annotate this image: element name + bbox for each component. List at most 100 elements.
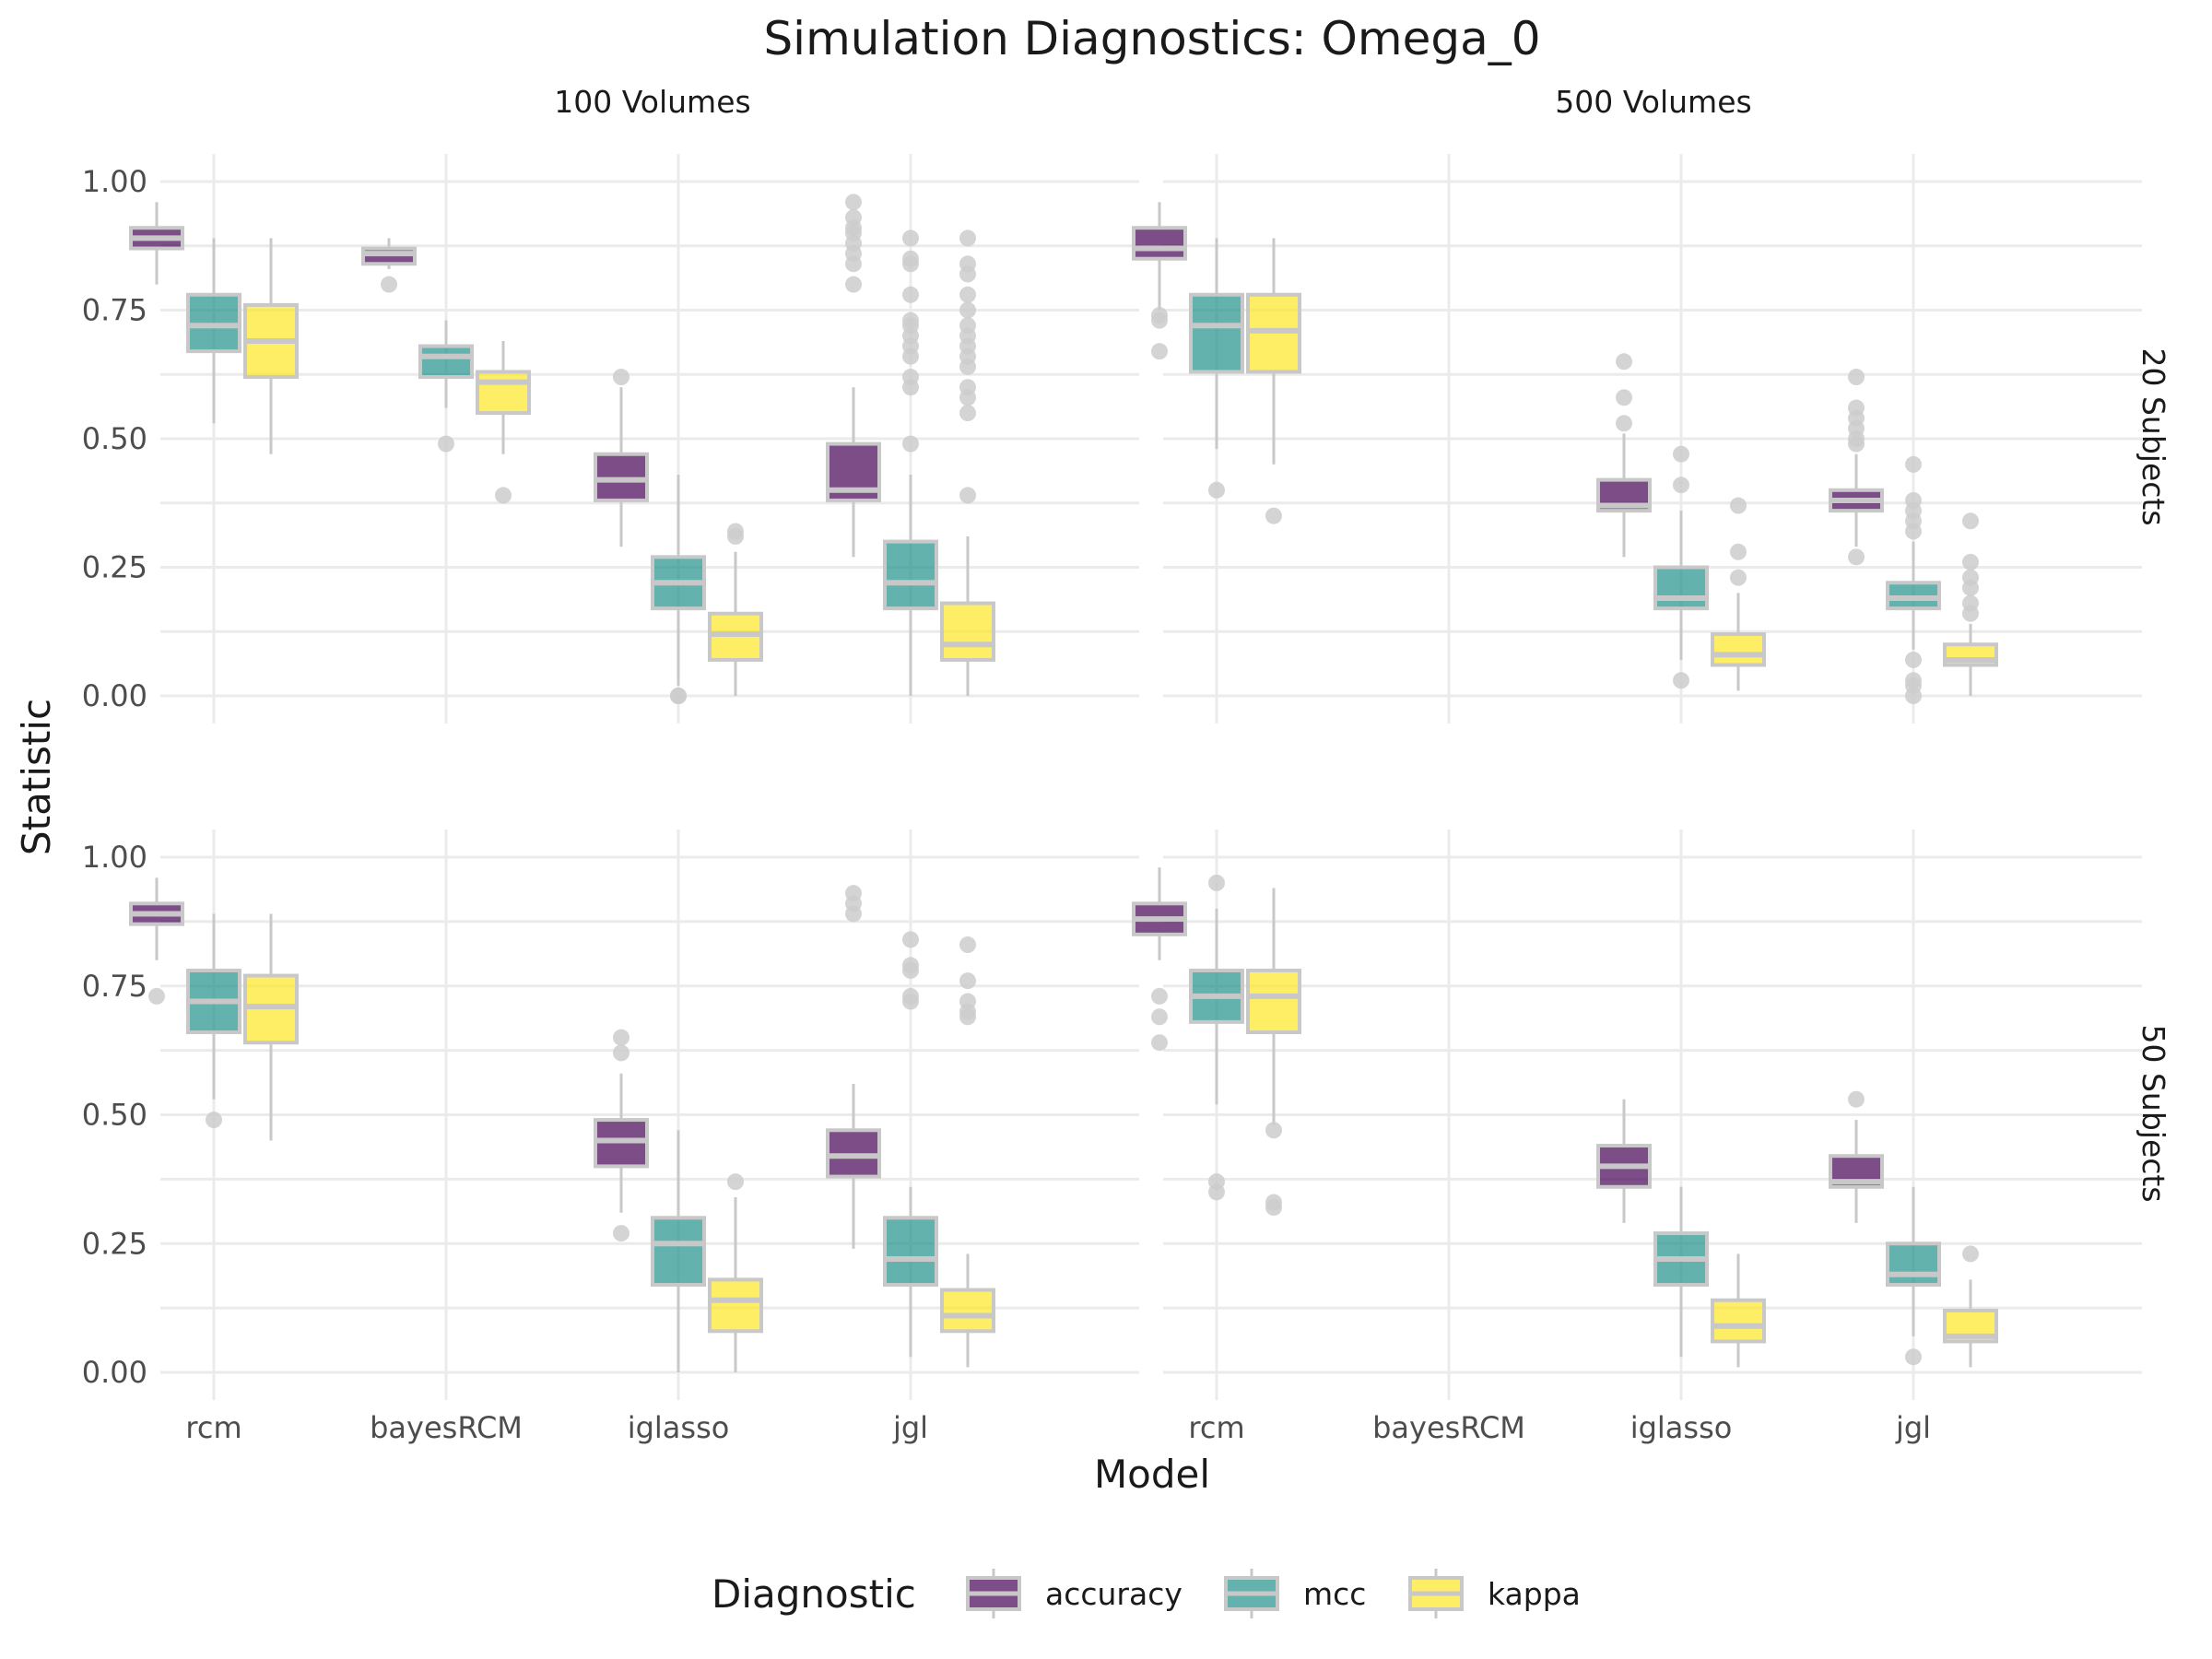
box-iqr — [418, 344, 474, 380]
box-jgl-mcc — [883, 229, 938, 696]
outlier-point — [438, 435, 454, 453]
legend-item-accuracy: accuracy — [966, 1569, 1182, 1618]
y-tick-label: 0.75 — [82, 969, 147, 1004]
outlier-point — [1905, 491, 1922, 509]
outlier-point — [1151, 987, 1168, 1005]
outlier-point — [959, 487, 976, 504]
outlier-point — [1151, 307, 1168, 324]
legend-label-mcc: mcc — [1303, 1576, 1366, 1612]
box-bayesrcm-kappa — [476, 340, 531, 504]
panel-100-volumes-20-subjects — [129, 154, 1139, 724]
outlier-point — [959, 317, 976, 335]
x-tick-label-jgl: jgl — [892, 1410, 928, 1445]
legend-items: accuracy mcc kappa — [966, 1569, 1581, 1618]
outlier-point — [902, 987, 919, 1005]
outlier-point — [727, 523, 744, 540]
box-iqr — [1653, 565, 1709, 611]
box-iqr — [883, 539, 938, 611]
outlier-point — [959, 405, 976, 422]
outlier-point — [902, 229, 919, 247]
outlier-point — [1962, 553, 1979, 571]
box-jgl-accuracy — [826, 885, 881, 1249]
x-tick-label-bayesrcm: bayesRCM — [370, 1410, 523, 1445]
box-iglasso-mcc — [1653, 445, 1709, 689]
box-iqr — [940, 1288, 995, 1334]
box-rcm-accuracy — [129, 202, 184, 285]
panel-100-volumes-50-subjects — [129, 830, 1139, 1400]
outlier-point — [959, 936, 976, 954]
outlier-point — [845, 194, 862, 211]
outlier-point — [1265, 1122, 1282, 1139]
panel-500-volumes-50-subjects — [1132, 830, 2142, 1400]
box-rcm-mcc — [1189, 238, 1244, 499]
box-rcm-kappa — [243, 913, 299, 1141]
y-tick-label: 1.00 — [82, 164, 147, 199]
box-rcm-kappa — [1246, 238, 1301, 524]
outlier-point — [902, 312, 919, 329]
outlier-point — [959, 255, 976, 273]
outlier-point — [1962, 1245, 1979, 1263]
panel-500-volumes-20-subjects — [1132, 154, 2142, 724]
outlier-point — [1151, 1034, 1168, 1052]
outlier-point — [1616, 389, 1632, 406]
box-iqr — [708, 1277, 763, 1334]
y-tick-label: 1.00 — [82, 840, 147, 875]
outlier-point — [902, 250, 919, 267]
box-iglasso-accuracy — [594, 369, 649, 547]
outlier-point — [1730, 497, 1747, 514]
outlier-point — [1673, 672, 1689, 689]
outlier-point — [1730, 543, 1747, 560]
box-rcm-accuracy — [1132, 202, 1187, 360]
outlier-point — [1848, 1090, 1865, 1108]
x-tick-label-rcm: rcm — [1188, 1410, 1244, 1445]
box-bayesrcm-mcc — [418, 320, 474, 453]
box-jgl-accuracy — [826, 194, 881, 558]
box-jgl-kappa — [940, 936, 995, 1368]
box-rcm-accuracy — [1132, 867, 1187, 1052]
outlier-point — [1673, 477, 1689, 494]
legend: Diagnostic accuracy mcc kappa — [712, 1569, 1581, 1618]
outlier-point — [1730, 569, 1747, 586]
outlier-point — [902, 435, 919, 453]
outlier-point — [1208, 1173, 1225, 1191]
box-jgl-mcc — [1886, 455, 1941, 704]
outlier-point — [1151, 343, 1168, 360]
outlier-point — [495, 487, 512, 504]
legend-label-kappa: kappa — [1488, 1576, 1581, 1612]
outlier-point — [613, 1044, 629, 1062]
outlier-point — [1616, 415, 1632, 432]
y-tick-label: 0.25 — [82, 1226, 147, 1261]
box-jgl-kappa — [1943, 512, 1998, 696]
box-jgl-accuracy — [1829, 1090, 1884, 1223]
box-iqr — [940, 601, 995, 662]
chart-title: Simulation Diagnostics: Omega_0 — [763, 12, 1540, 65]
box-iqr — [476, 370, 531, 416]
box-iglasso-mcc — [651, 475, 706, 704]
outlier-point — [845, 885, 862, 902]
outlier-point — [845, 276, 862, 293]
outlier-point — [845, 209, 862, 227]
outlier-point — [1905, 651, 1922, 668]
outlier-point — [1151, 1008, 1168, 1026]
legend-title: Diagnostic — [712, 1571, 916, 1617]
outlier-point — [959, 301, 976, 319]
box-rcm-kappa — [243, 238, 299, 454]
box-iglasso-mcc — [651, 1130, 706, 1372]
box-iglasso-accuracy — [1596, 353, 1652, 558]
outlier-point — [1848, 548, 1865, 566]
x-tick-label-iglasso: iglasso — [628, 1410, 730, 1445]
outlier-point — [959, 229, 976, 247]
box-iqr — [1711, 1298, 1766, 1344]
box-iqr — [1132, 226, 1187, 261]
outlier-point — [206, 1112, 222, 1129]
box-jgl-mcc — [1886, 1186, 1941, 1366]
outlier-point — [381, 276, 397, 293]
y-tick-label: 0.50 — [82, 421, 147, 456]
box-jgl-mcc — [883, 931, 938, 1358]
box-rcm-mcc — [186, 238, 241, 424]
box-iqr — [883, 1216, 938, 1287]
outlier-point — [1905, 455, 1922, 473]
outlier-point — [1848, 399, 1865, 417]
x-tick-label-rcm: rcm — [185, 1410, 241, 1445]
